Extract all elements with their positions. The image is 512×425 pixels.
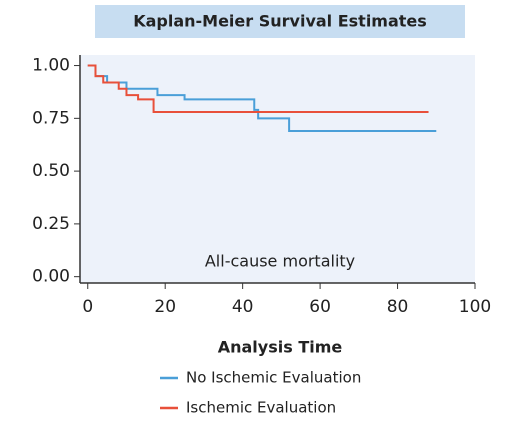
y-tick-label: 1.00 xyxy=(32,56,70,76)
x-tick-label: 100 xyxy=(459,297,491,317)
legend-label: Ischemic Evaluation xyxy=(186,399,336,417)
x-tick-label: 80 xyxy=(387,297,409,317)
x-tick-label: 60 xyxy=(309,297,331,317)
x-axis-label: Analysis Time xyxy=(218,338,343,357)
x-tick-label: 20 xyxy=(154,297,176,317)
y-tick-label: 0.50 xyxy=(32,161,70,181)
chart-title: Kaplan-Meier Survival Estimates xyxy=(133,12,427,31)
chart: Kaplan-Meier Survival Estimates All-caus… xyxy=(0,0,512,425)
x-tick-label: 0 xyxy=(82,297,93,317)
annotation: All-cause mortality xyxy=(205,252,355,271)
x-tick-label: 40 xyxy=(232,297,254,317)
y-tick-label: 0.25 xyxy=(32,214,70,234)
legend-label: No Ischemic Evaluation xyxy=(186,369,361,387)
y-tick-label: 0.75 xyxy=(32,108,70,128)
y-tick-label: 0.00 xyxy=(32,267,70,287)
